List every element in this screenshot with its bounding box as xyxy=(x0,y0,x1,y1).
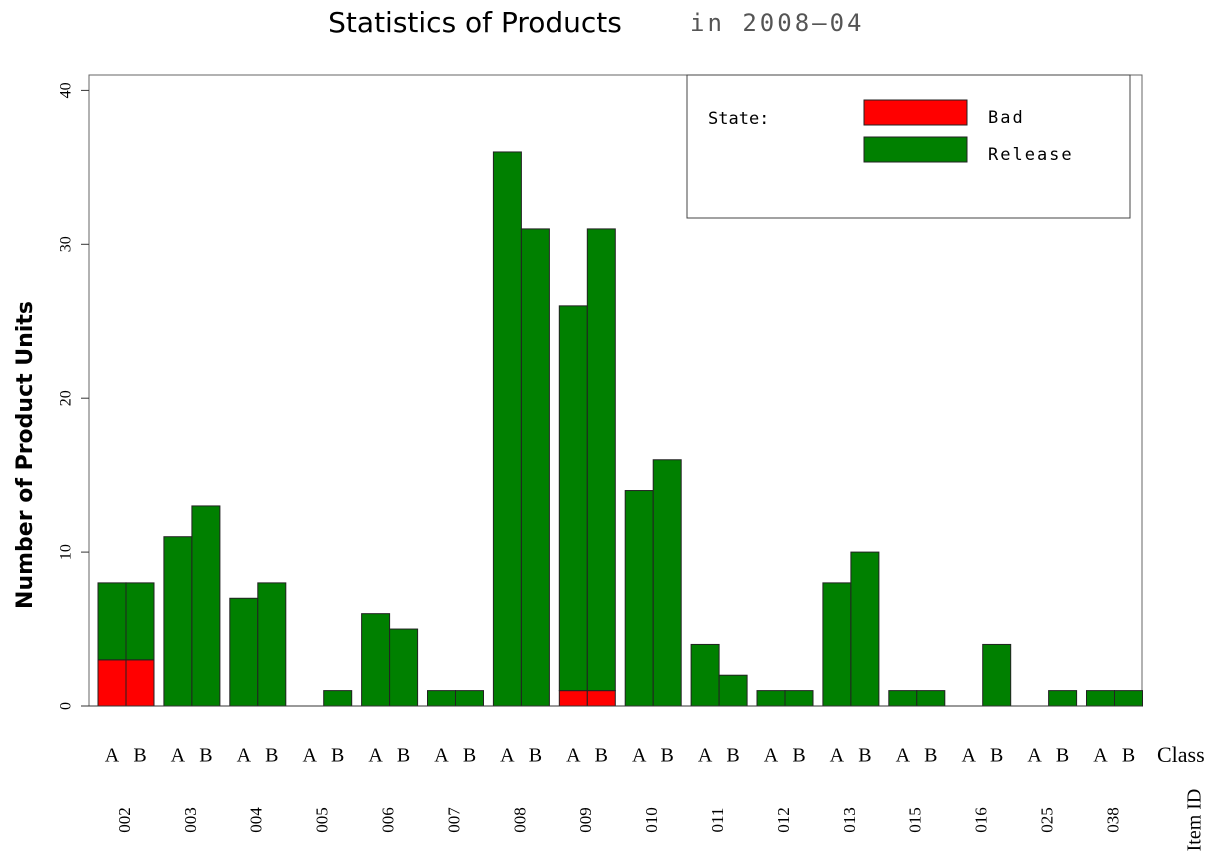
class-label: A xyxy=(368,745,383,767)
class-label: A xyxy=(632,745,647,767)
class-label: B xyxy=(924,745,937,767)
class-label: A xyxy=(1093,745,1108,767)
y-tick-label: 30 xyxy=(58,236,75,252)
class-label: B xyxy=(858,745,871,767)
class-label: B xyxy=(990,745,1003,767)
class-label: B xyxy=(133,745,146,767)
bar-segment xyxy=(624,490,654,707)
group-label: 008 xyxy=(510,807,529,833)
bar-segment xyxy=(558,305,588,692)
class-label: B xyxy=(595,745,608,767)
group-label: 015 xyxy=(906,807,925,833)
class-label: A xyxy=(566,745,581,767)
class-label: B xyxy=(1122,745,1135,767)
group-label: 002 xyxy=(115,807,134,833)
y-axis-label: Number of Product Units xyxy=(13,301,38,609)
group-label: 025 xyxy=(1038,807,1057,833)
group-label: 004 xyxy=(247,807,266,833)
class-label: B xyxy=(397,745,410,767)
bar-segment xyxy=(652,459,682,707)
bar-segment xyxy=(97,582,127,661)
class-label: B xyxy=(331,745,344,767)
class-label: A xyxy=(237,745,252,767)
legend-swatch xyxy=(863,99,968,126)
legend-label: Bad xyxy=(988,108,1025,128)
bar-segment xyxy=(229,597,259,707)
class-label: A xyxy=(434,745,449,767)
class-label: B xyxy=(661,745,674,767)
bar-segment xyxy=(756,690,786,707)
group-label: 007 xyxy=(444,807,463,833)
bar-segment xyxy=(1048,690,1078,707)
bar-segment xyxy=(257,582,287,707)
bar-segment xyxy=(982,643,1012,707)
bar-segment xyxy=(784,690,814,707)
bar-segment xyxy=(690,643,720,707)
group-label: 009 xyxy=(576,807,595,833)
class-label: B xyxy=(265,745,278,767)
group-label: 016 xyxy=(972,807,991,833)
bar-segment xyxy=(97,659,127,707)
class-label: A xyxy=(698,745,713,767)
bar-segment xyxy=(455,690,484,707)
class-label: B xyxy=(529,745,542,767)
group-label: 010 xyxy=(642,807,661,833)
group-label: 038 xyxy=(1103,807,1122,833)
class-label: B xyxy=(199,745,212,767)
legend-swatch xyxy=(863,136,968,163)
bar-segment xyxy=(427,690,456,707)
class-label: B xyxy=(1056,745,1069,767)
class-label: A xyxy=(500,745,515,767)
class-label: A xyxy=(105,745,120,767)
class-label: A xyxy=(302,745,317,767)
bar-segment xyxy=(520,228,550,707)
group-label: 003 xyxy=(181,807,200,833)
group-label: 006 xyxy=(379,807,398,833)
bar-segment xyxy=(558,690,588,707)
legend-label: Release xyxy=(988,145,1074,165)
group-label: 005 xyxy=(313,807,332,833)
bar-segment xyxy=(191,505,221,707)
bar-segment xyxy=(586,228,616,692)
class-label: A xyxy=(961,745,976,767)
class-label: A xyxy=(830,745,845,767)
bar-segment xyxy=(850,551,880,707)
class-label: B xyxy=(463,745,476,767)
class-label: A xyxy=(896,745,911,767)
class-label: A xyxy=(764,745,779,767)
x-axis-label: Class xyxy=(1157,742,1205,767)
chart-subtitle: in 2008—04 xyxy=(690,9,865,37)
bar-segment xyxy=(586,690,616,707)
bar-segment xyxy=(361,613,391,707)
x2-axis-label: Item ID xyxy=(1184,789,1206,852)
legend-title: State: xyxy=(708,109,769,129)
bar-segment xyxy=(1086,690,1115,707)
bar-segment xyxy=(323,690,353,707)
bar-segment xyxy=(888,690,918,707)
bar-segment xyxy=(1114,690,1143,707)
y-tick-label: 40 xyxy=(58,82,75,98)
y-tick-label: 0 xyxy=(58,702,75,710)
bar-segment xyxy=(822,582,852,707)
class-label: B xyxy=(792,745,805,767)
bar-segment xyxy=(125,582,155,661)
bar-segment xyxy=(125,659,155,707)
legend-box xyxy=(686,74,1131,219)
chart-title: Statistics of Products xyxy=(328,6,622,39)
class-label: B xyxy=(726,745,739,767)
y-tick-label: 20 xyxy=(58,390,75,406)
bar-segment xyxy=(718,674,748,707)
group-label: 012 xyxy=(774,807,793,833)
y-tick-label: 10 xyxy=(58,544,75,560)
class-label: A xyxy=(1027,745,1042,767)
class-label: A xyxy=(171,745,186,767)
bar-segment xyxy=(492,151,522,707)
group-label: 011 xyxy=(708,808,727,833)
group-label: 013 xyxy=(840,807,859,833)
bar-segment xyxy=(916,690,946,707)
bar-segment xyxy=(163,536,193,707)
bar-segment xyxy=(389,628,419,707)
